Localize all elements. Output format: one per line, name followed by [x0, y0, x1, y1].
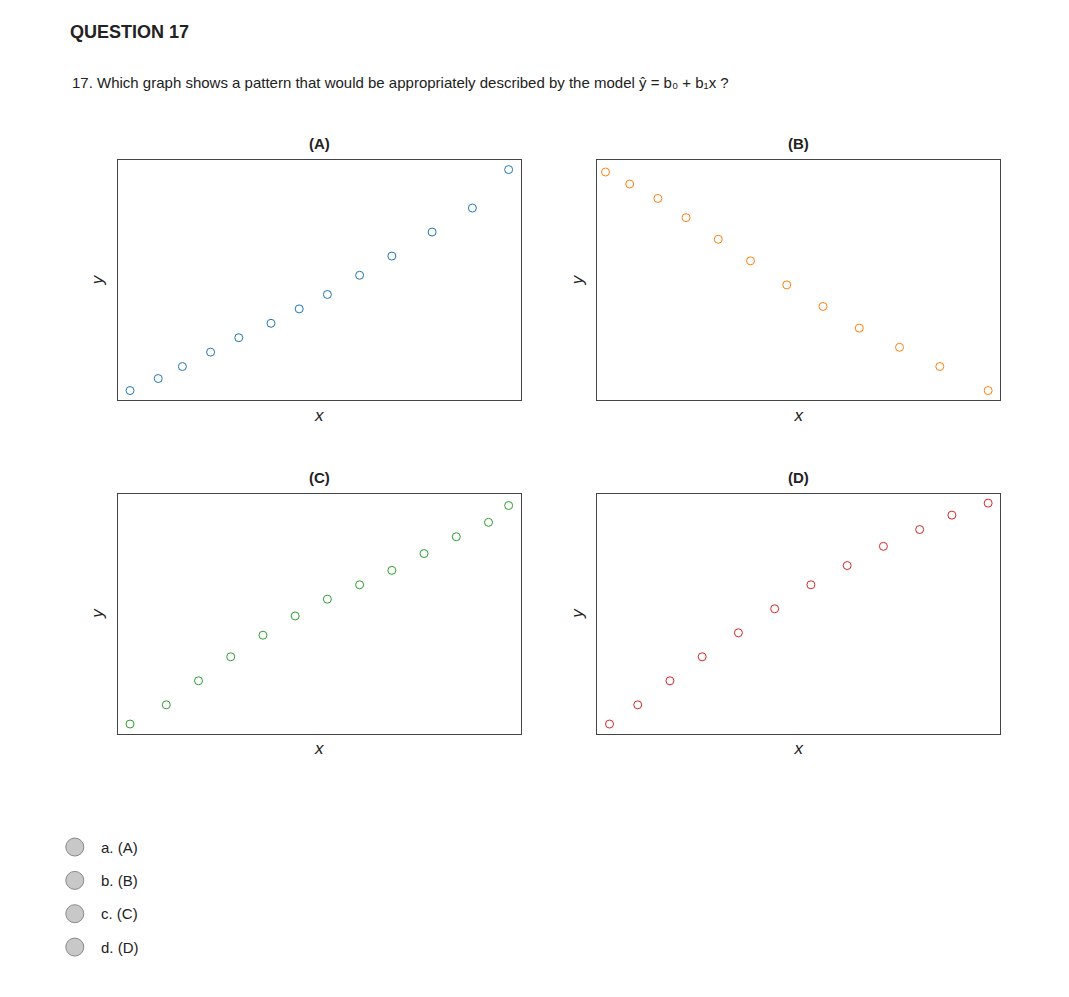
svg-text:17. Which graph shows a patter: 17. Which graph shows a pattern that wou… [72, 74, 729, 91]
svg-text:a. (A): a. (A) [101, 839, 138, 856]
svg-text:QUESTION 17: QUESTION 17 [70, 22, 189, 42]
svg-text:(A): (A) [309, 135, 330, 152]
svg-text:b. (B): b. (B) [101, 872, 138, 889]
svg-text:(D): (D) [788, 469, 809, 486]
svg-text:(B): (B) [788, 135, 809, 152]
svg-text:y: y [89, 274, 108, 285]
svg-text:d. (D): d. (D) [101, 939, 139, 956]
svg-text:y: y [568, 608, 587, 619]
svg-text:c. (C): c. (C) [101, 905, 138, 922]
svg-text:(C): (C) [309, 469, 330, 486]
svg-text:y: y [568, 274, 587, 285]
svg-text:x: x [314, 406, 324, 425]
svg-text:y: y [89, 608, 108, 619]
svg-text:x: x [314, 739, 324, 758]
svg-text:x: x [794, 406, 804, 425]
svg-text:x: x [794, 739, 804, 758]
